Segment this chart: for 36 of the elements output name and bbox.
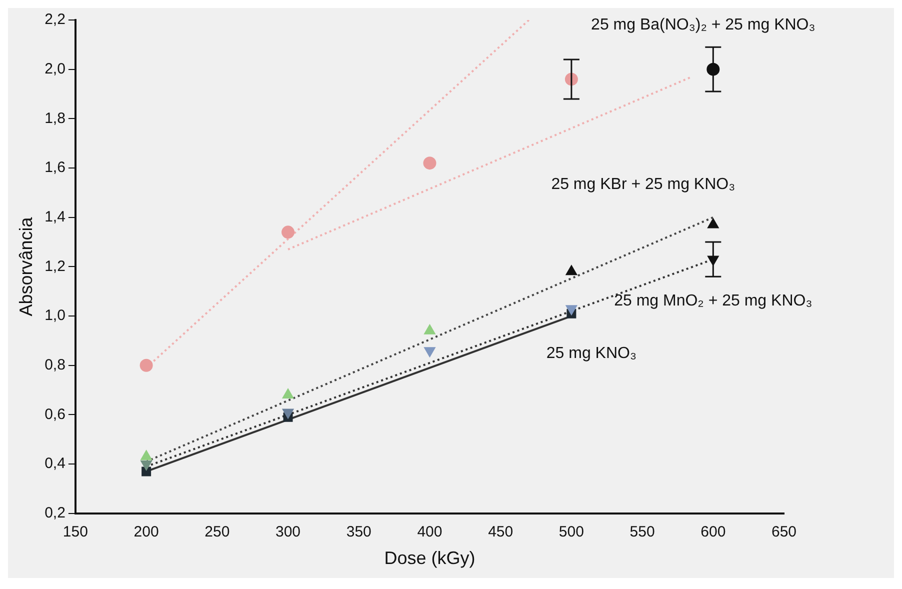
y-axis-title: Absorvância — [16, 216, 36, 316]
y-tick-label: 1,6 — [44, 159, 66, 176]
text: 25 mg KNO₃ — [546, 344, 636, 362]
x-tick-label: 400 — [417, 524, 442, 541]
x-tick-label: 250 — [204, 524, 230, 541]
y-tick-label: 0,6 — [44, 406, 66, 423]
point — [423, 156, 436, 170]
y-tick-label: 1,0 — [44, 307, 66, 324]
y-tick-label: 2,0 — [44, 60, 66, 78]
y-tick-label: 0,4 — [44, 455, 66, 472]
y-tick-label: 2,2 — [44, 11, 66, 28]
text: 25 mg MnO₂ + 25 mg KNO₃ — [614, 292, 812, 310]
y-tick-label: 1,8 — [44, 110, 66, 127]
x-tick-label: 650 — [771, 524, 797, 541]
point — [424, 324, 436, 334]
x-tick-label: 150 — [62, 524, 88, 541]
text: 25 mg KBr + 25 mg KNO₃ — [551, 176, 736, 194]
y-tick-label: 1,2 — [44, 258, 66, 275]
x-tick-label: 550 — [630, 524, 655, 541]
x-tick-label: 200 — [134, 524, 159, 541]
y-tick-label: 0,2 — [44, 504, 66, 522]
x-tick-label: 450 — [488, 524, 514, 541]
text: 25 mg Ba(NO₃)₂ + 25 mg KNO₃ — [591, 16, 816, 34]
x-axis-title: Dose (kGy) — [384, 548, 476, 568]
point — [707, 218, 719, 228]
y-tick-label: 1,4 — [44, 208, 66, 226]
point — [566, 265, 578, 276]
point — [282, 226, 295, 239]
x-tick-label: 600 — [700, 524, 726, 541]
y-tick-label: 0,8 — [44, 356, 66, 374]
x-tick-label: 350 — [346, 524, 372, 541]
point — [140, 358, 153, 372]
x-tick-label: 500 — [558, 524, 584, 541]
point — [140, 450, 152, 460]
x-tick-label: 300 — [276, 524, 301, 541]
point — [282, 388, 294, 398]
